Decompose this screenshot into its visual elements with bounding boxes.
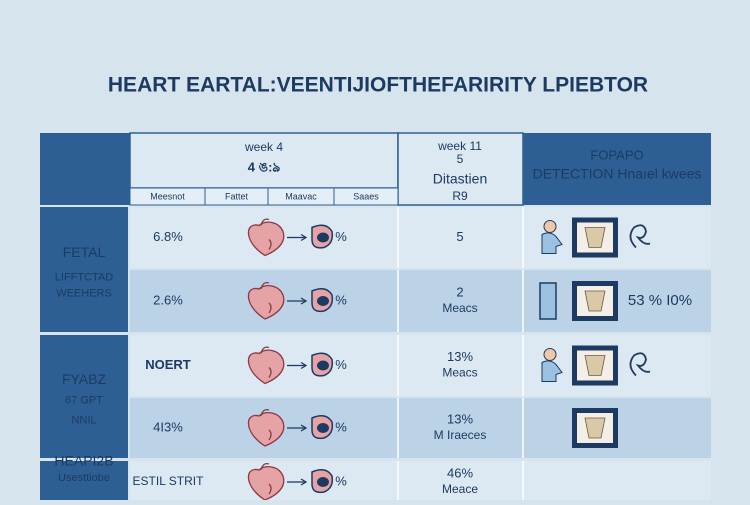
- cell-value: NOERT: [145, 357, 191, 372]
- subheader: Meesnot: [150, 191, 185, 201]
- cell-value: 13%: [447, 349, 473, 364]
- title: HEART EARTAL:VEENTIJIOFTHEFARIRITY LPIEB…: [108, 74, 648, 97]
- label: 5: [457, 152, 464, 166]
- group-label: LIFFTCTAD: [55, 271, 114, 283]
- heart-icon: [247, 349, 285, 385]
- mouth-inner: [317, 232, 329, 243]
- row: [130, 398, 711, 458]
- cell-value: 46%: [447, 465, 473, 480]
- cell-value: M Iraeces: [434, 428, 487, 442]
- group-label: 67 GPT: [65, 394, 103, 406]
- arrow-head: [300, 361, 308, 370]
- group-label: WEEHERS: [56, 287, 112, 299]
- mouth-inner: [317, 360, 329, 371]
- heart-vessel: [260, 218, 272, 250]
- cell-value: 5: [456, 229, 463, 244]
- label: FOPAPO: [590, 147, 643, 162]
- mouth-inner: [317, 477, 329, 487]
- group-label: FETAL: [63, 244, 106, 260]
- heart-vessel: [260, 346, 272, 378]
- group-cell: [40, 461, 128, 505]
- person-body: [541, 232, 563, 254]
- row: [130, 461, 711, 505]
- fetus-icon: [629, 224, 651, 249]
- icon-label: %: [335, 357, 347, 372]
- door-icon: [539, 282, 557, 320]
- group-label: NNIL: [71, 414, 96, 426]
- cell-value: Meace: [442, 482, 478, 496]
- scan-icon: [584, 355, 606, 376]
- note: 53 % I0%: [628, 292, 692, 309]
- icon-label: %: [335, 419, 347, 434]
- cell-value: 2.6%: [153, 292, 183, 307]
- header-cell: [40, 133, 130, 205]
- label: Ditastien: [433, 171, 487, 187]
- label: week 4: [244, 140, 283, 154]
- person-head: [543, 220, 557, 233]
- label: week 11: [437, 139, 482, 153]
- cell-value: 6.8%: [153, 229, 183, 244]
- icon-label: %: [335, 229, 347, 244]
- cell-value: 4I3%: [153, 419, 183, 434]
- label: DETECTION Hnaıel kwees: [533, 166, 702, 182]
- heart-vessel: [260, 408, 272, 441]
- heart-icon: [247, 465, 285, 501]
- row: [130, 335, 711, 396]
- cell-value: Meacs: [442, 301, 477, 315]
- row: [130, 270, 711, 332]
- row: [130, 207, 711, 268]
- subheader: Saaes: [353, 191, 379, 201]
- fetus-icon: [629, 352, 651, 377]
- arrow-head: [300, 297, 308, 305]
- cell-value: ESTIL STRIT: [133, 474, 205, 488]
- heart-icon: [247, 411, 285, 447]
- cell-value: Meacs: [442, 366, 477, 380]
- heart-icon: [247, 221, 285, 257]
- label: R9: [452, 189, 468, 203]
- header-cell: [523, 133, 711, 205]
- arrow-head: [300, 233, 308, 242]
- label: 4 ঙ:ঌ: [248, 159, 281, 174]
- header-cell: [129, 132, 399, 189]
- scan-icon: [584, 227, 606, 248]
- scan-icon: [584, 417, 606, 439]
- person-head: [543, 348, 557, 361]
- arrow-head: [300, 424, 308, 432]
- arrow-head: [300, 478, 308, 486]
- person-body: [541, 360, 563, 382]
- icon-label: %: [335, 292, 347, 307]
- heart-vessel: [260, 462, 272, 495]
- heart-icon: [247, 284, 285, 320]
- scan-icon: [584, 290, 606, 312]
- group-label: Usesttiobe: [58, 472, 110, 484]
- group-cell: [40, 335, 128, 458]
- cell-value: 13%: [447, 411, 473, 426]
- icon-label: %: [335, 473, 347, 488]
- group-cell: [40, 207, 128, 332]
- subheader: Maavac: [285, 191, 317, 201]
- subheader-cell: [333, 187, 399, 206]
- cell-value: 2: [456, 284, 463, 299]
- heart-vessel: [260, 281, 272, 314]
- subheader: Fattet: [225, 191, 249, 201]
- mouth-inner: [317, 423, 329, 433]
- mouth-inner: [317, 296, 329, 306]
- header-cell: [397, 132, 524, 206]
- group-label: FYABZ: [62, 371, 107, 387]
- group-label: HEAPI2B: [54, 453, 113, 469]
